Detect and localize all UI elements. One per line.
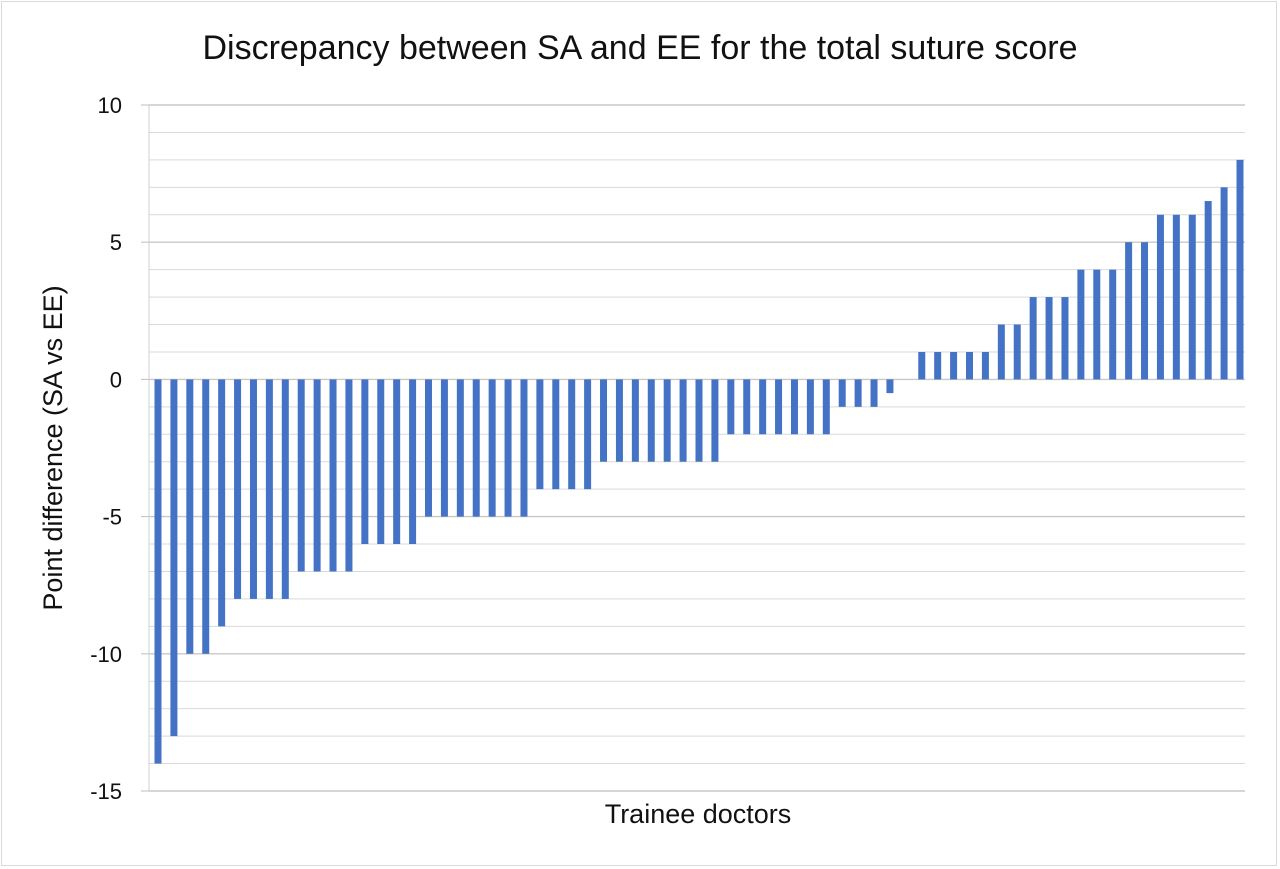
- y-axis-ticks: 10 5 0 -5 -10 -15: [90, 93, 149, 804]
- bar: [552, 379, 560, 490]
- bar: [934, 351, 942, 380]
- bar: [186, 379, 194, 654]
- bar: [647, 379, 655, 462]
- bar: [790, 379, 798, 435]
- bar: [950, 351, 958, 380]
- bar: [918, 351, 926, 380]
- bar: [536, 379, 544, 490]
- bar: [170, 379, 178, 737]
- bar: [870, 379, 878, 407]
- bar: [1141, 242, 1149, 380]
- bar: [472, 379, 480, 517]
- bar: [1172, 214, 1180, 380]
- bar: [966, 351, 973, 380]
- bar: [440, 379, 448, 517]
- bar: [886, 379, 894, 394]
- y-tick-label: 0: [110, 367, 122, 392]
- bar: [997, 324, 1005, 380]
- bar: [822, 379, 830, 435]
- bar: [584, 379, 592, 490]
- bar: [202, 379, 210, 654]
- bar: [838, 379, 846, 407]
- bar: [1013, 324, 1021, 380]
- bar: [631, 379, 639, 462]
- bar: [568, 379, 576, 490]
- bar: [615, 379, 623, 462]
- bar: [1220, 187, 1228, 380]
- bar: [1236, 159, 1244, 380]
- bar: [679, 379, 687, 462]
- bar: [265, 379, 273, 599]
- bar: [981, 351, 989, 380]
- bar: [504, 379, 512, 517]
- bar: [743, 379, 751, 435]
- y-tick-label: 5: [110, 230, 122, 255]
- x-axis-label: Trainee doctors: [605, 799, 792, 829]
- bar: [775, 379, 783, 435]
- y-tick-label: -5: [102, 505, 122, 530]
- bar: [249, 379, 257, 599]
- bar: [1093, 269, 1101, 380]
- bar: [1061, 297, 1069, 380]
- bars: [154, 159, 1244, 764]
- bar: [297, 379, 305, 572]
- bar: [1156, 214, 1164, 380]
- bar: [313, 379, 321, 572]
- bar: [1204, 201, 1212, 380]
- bar: [1029, 297, 1037, 380]
- bar: [727, 379, 735, 435]
- bar: [488, 379, 496, 517]
- bar: [345, 379, 353, 572]
- bar: [759, 379, 767, 435]
- bar: [711, 379, 719, 462]
- bar: [854, 379, 862, 407]
- bar: [377, 379, 385, 545]
- bar: [425, 379, 432, 517]
- bar: [600, 379, 608, 462]
- bar: [1188, 214, 1196, 380]
- bar: [456, 379, 464, 517]
- bar: [695, 379, 703, 462]
- chart-title: Discrepancy between SA and EE for the to…: [202, 29, 1077, 67]
- bar: [329, 379, 337, 572]
- y-tick-label: -10: [90, 642, 122, 667]
- bar: [806, 379, 814, 435]
- bar: [663, 379, 671, 462]
- bar: [520, 379, 528, 517]
- bar: [218, 379, 226, 627]
- bar: [361, 379, 369, 545]
- bar: [281, 379, 289, 599]
- bar: [234, 379, 242, 599]
- bar: [1045, 297, 1053, 380]
- y-tick-label: 10: [98, 93, 122, 118]
- bar: [1077, 269, 1085, 380]
- y-tick-label: -15: [90, 779, 122, 804]
- bar: [1125, 242, 1133, 380]
- bar: [154, 379, 162, 764]
- bar: [393, 379, 401, 545]
- y-axis-label: Point difference (SA vs EE): [38, 285, 68, 610]
- bar: [1109, 269, 1117, 380]
- bar: [409, 379, 417, 545]
